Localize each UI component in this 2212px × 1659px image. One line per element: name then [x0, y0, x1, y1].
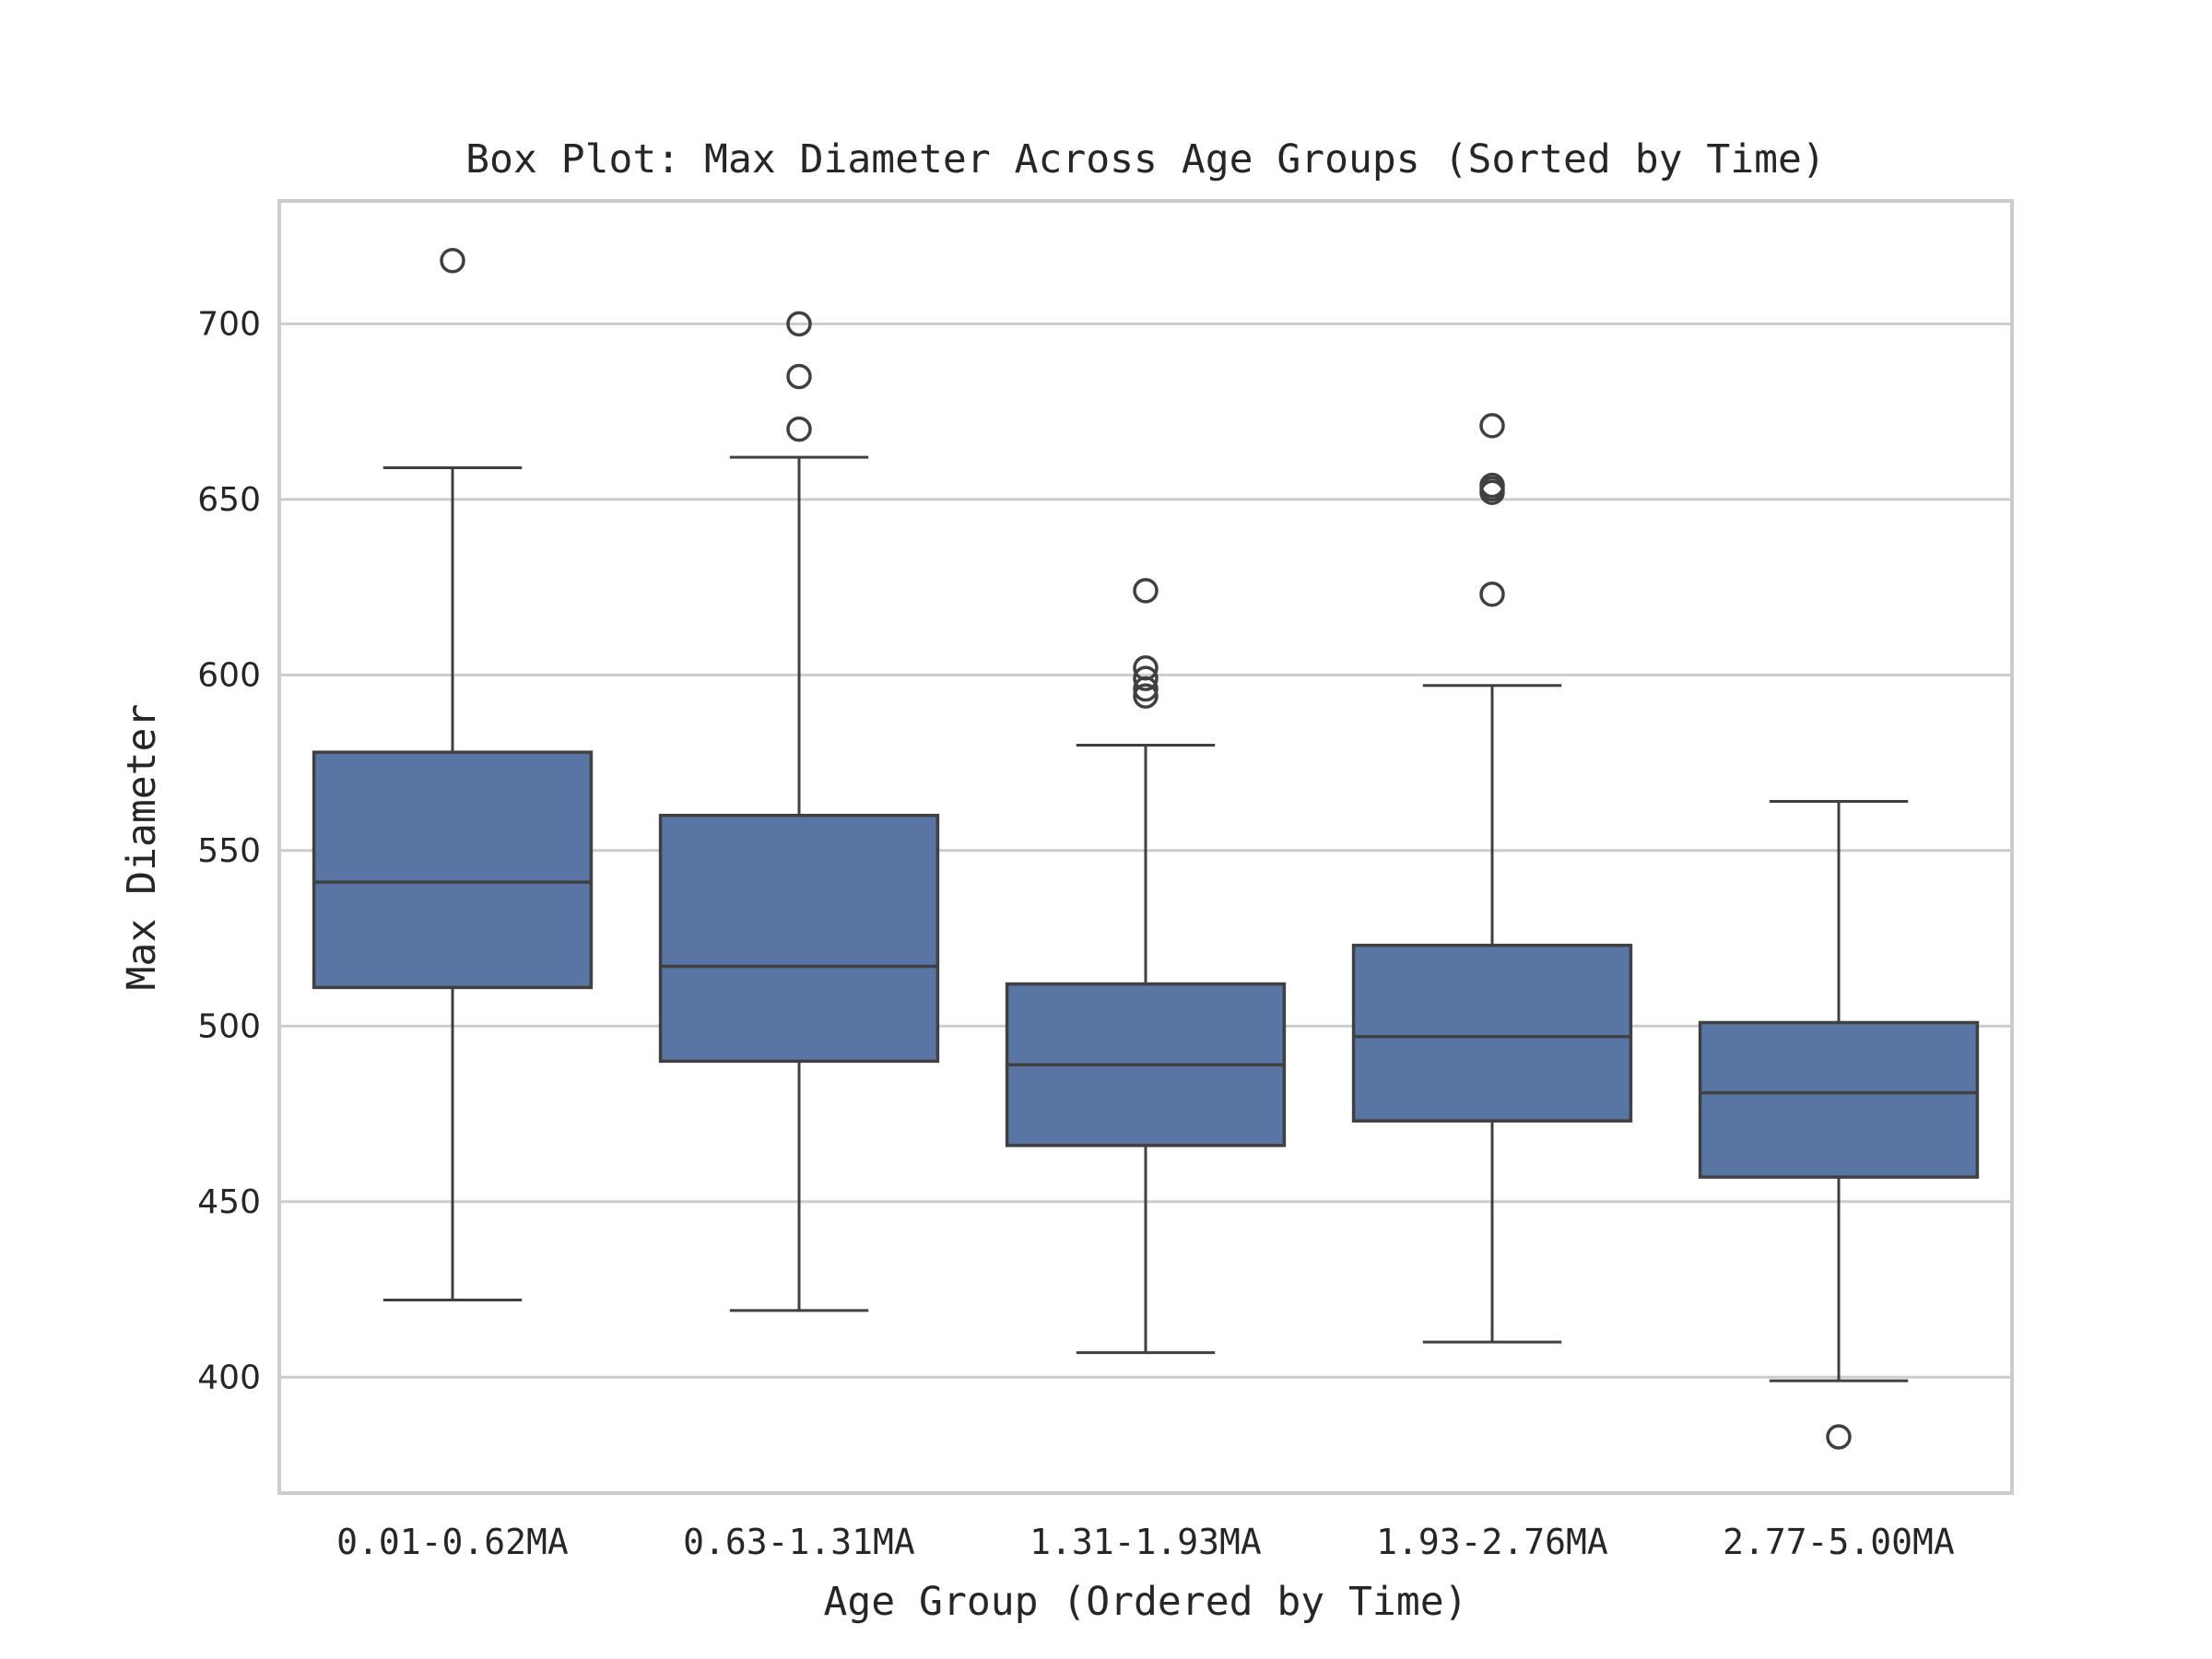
chart-title: Box Plot: Max Diameter Across Age Groups…	[465, 136, 1826, 182]
x-tick-label: 1.31-1.93MA	[1030, 1522, 1262, 1562]
box-group	[1005, 578, 1287, 1355]
y-tick-label: 600	[197, 656, 261, 694]
axes	[277, 199, 2014, 1495]
box-group	[1698, 799, 1980, 1450]
iqr-box	[312, 750, 594, 990]
outlier-point	[786, 311, 812, 337]
y-tick-label: 550	[197, 832, 261, 870]
outlier-point	[1133, 665, 1159, 691]
outlier-point	[440, 248, 465, 274]
x-tick-label: 2.77-5.00MA	[1723, 1522, 1955, 1562]
tick-labels: 400 450 500 550 600 650 700 0.01-0.62MA 0.63-1.3…	[197, 305, 1955, 1562]
box-group	[312, 248, 594, 1301]
outlier-point	[1133, 654, 1159, 681]
outlier-point	[1479, 472, 1505, 499]
outlier-point	[1133, 683, 1159, 709]
plot-frame	[277, 199, 2014, 1495]
outlier-point	[786, 363, 812, 390]
y-tick-label: 650	[197, 481, 261, 519]
iqr-box	[658, 813, 940, 1064]
x-tick-label: 0.01-0.62MA	[336, 1522, 569, 1562]
outlier-point	[1133, 578, 1159, 604]
y-tick-label: 450	[197, 1183, 261, 1221]
y-tick-label: 400	[197, 1359, 261, 1396]
outlier-point	[1479, 413, 1505, 439]
y-tick-label: 700	[197, 305, 261, 343]
outlier-point	[786, 416, 812, 442]
box-group	[658, 311, 940, 1312]
iqr-box	[1698, 1020, 1980, 1179]
box-group	[1351, 413, 1633, 1344]
iqr-box	[1351, 943, 1633, 1123]
outlier-point	[1826, 1424, 1852, 1450]
y-axis-label: Max Diameter	[119, 704, 165, 991]
x-tick-label: 1.93-2.76MA	[1376, 1522, 1608, 1562]
box-series	[312, 248, 1980, 1450]
x-tick-label: 0.63-1.31MA	[683, 1522, 915, 1562]
x-axis-label: Age Group (Ordered by Time)	[824, 1579, 1468, 1625]
outlier-point	[1479, 581, 1505, 607]
y-tick-label: 500	[197, 1007, 261, 1045]
